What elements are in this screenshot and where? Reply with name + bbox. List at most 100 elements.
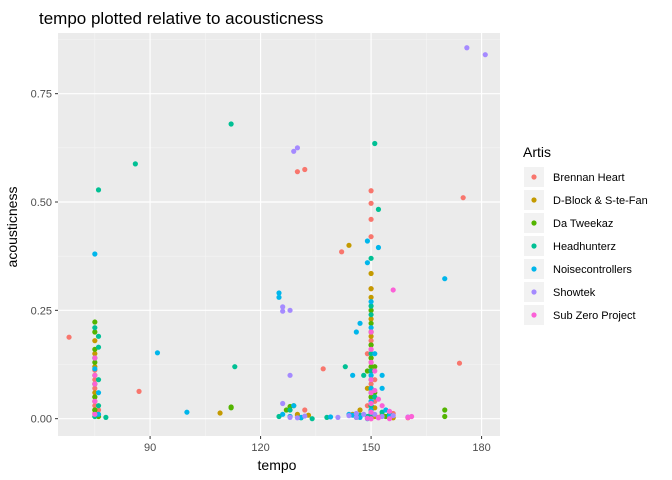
point-da-tweekaz — [368, 355, 374, 361]
point-headhunterz — [368, 312, 374, 318]
point-noisecontrollers — [368, 325, 374, 331]
point-da-tweekaz — [228, 405, 234, 411]
point-showtek — [287, 372, 293, 378]
point-headhunterz — [95, 333, 102, 339]
point-brennan-heart — [294, 169, 301, 175]
point-da-tweekaz — [92, 359, 98, 365]
y-axis-title: acousticness — [4, 187, 20, 268]
legend-key-dot — [531, 266, 537, 272]
x-tick-label: 90 — [144, 442, 156, 454]
minor-gridlines — [58, 33, 500, 436]
point-noisecontrollers — [95, 411, 102, 417]
point-headhunterz — [368, 303, 374, 309]
point-d-block-s-te-fan — [346, 242, 352, 248]
legend-label: Da Tweekaz — [553, 218, 613, 230]
point-brennan-heart — [302, 166, 308, 173]
point-d-block-s-te-fan — [92, 351, 98, 357]
point-headhunterz — [95, 344, 102, 350]
point-d-block-s-te-fan — [364, 385, 370, 391]
point-showtek — [287, 414, 293, 420]
point-noisecontrollers — [92, 251, 98, 257]
point-d-block-s-te-fan — [92, 390, 98, 396]
point-sub-zero-project — [368, 346, 374, 352]
point-showtek — [280, 400, 286, 407]
point-sub-zero-project — [92, 411, 98, 417]
legend-item-sub-zero-project: Sub Zero Project — [524, 305, 636, 325]
point-noisecontrollers — [372, 351, 378, 357]
point-noisecontrollers — [364, 238, 370, 244]
point-brennan-heart — [368, 188, 374, 194]
point-da-tweekaz — [368, 342, 374, 348]
point-sub-zero-project — [386, 408, 393, 414]
legend-item-showtek: Showtek — [524, 282, 596, 302]
point-headhunterz — [372, 140, 378, 147]
point-noisecontrollers — [327, 414, 334, 420]
point-d-block-s-te-fan — [368, 270, 374, 277]
point-brennan-heart — [372, 377, 378, 383]
point-da-tweekaz — [368, 394, 374, 400]
point-showtek — [353, 410, 359, 417]
point-d-block-s-te-fan — [217, 410, 223, 416]
point-headhunterz — [287, 407, 293, 413]
legend-item-da-tweekaz: Da Tweekaz — [524, 213, 613, 233]
point-showtek — [482, 52, 488, 58]
point-brennan-heart — [92, 377, 98, 383]
point-showtek — [280, 304, 286, 310]
x-tick-label: 150 — [362, 442, 380, 454]
x-tick-label: 120 — [251, 442, 269, 454]
point-sub-zero-project — [379, 403, 385, 409]
point-d-block-s-te-fan — [357, 407, 363, 413]
point-sub-zero-project — [375, 396, 382, 402]
point-headhunterz — [309, 416, 315, 422]
point-noisecontrollers — [364, 260, 370, 266]
point-da-tweekaz — [368, 307, 374, 313]
legend-item-brennan-heart: Brennan Heart — [524, 167, 625, 187]
point-headhunterz — [368, 255, 374, 261]
y-tick-label: 0.25 — [31, 305, 52, 317]
point-noisecontrollers — [379, 385, 385, 391]
point-brennan-heart — [92, 385, 98, 391]
point-headhunterz — [132, 161, 138, 167]
point-noisecontrollers — [357, 414, 363, 420]
legend-key-dot — [531, 197, 537, 203]
point-showtek — [294, 415, 301, 421]
point-sub-zero-project — [390, 287, 396, 293]
point-noisecontrollers — [357, 320, 363, 326]
point-noisecontrollers — [276, 290, 282, 296]
point-da-tweekaz — [92, 394, 98, 400]
point-sub-zero-project — [409, 413, 415, 420]
point-brennan-heart — [339, 249, 345, 255]
point-headhunterz — [361, 372, 367, 378]
point-brennan-heart — [368, 234, 374, 240]
point-sub-zero-project — [92, 355, 98, 361]
point-da-tweekaz — [442, 407, 448, 413]
point-sub-zero-project — [372, 368, 378, 374]
y-tick-label: 0.00 — [31, 414, 52, 426]
point-showtek — [287, 307, 293, 313]
legend-key-dot — [531, 312, 537, 318]
x-axis-title: tempo — [258, 457, 297, 473]
point-headhunterz — [368, 351, 374, 357]
point-headhunterz — [368, 368, 374, 374]
y-axis-ticks: 0.00 0.25 0.50 0.75 — [31, 89, 58, 426]
point-brennan-heart — [368, 381, 374, 387]
point-sub-zero-project — [372, 387, 378, 394]
x-axis-ticks: 90 120 150 180 — [144, 436, 491, 454]
point-sub-zero-project — [92, 398, 98, 404]
point-sub-zero-project — [364, 415, 370, 421]
point-sub-zero-project — [92, 372, 98, 378]
point-da-tweekaz — [92, 329, 98, 335]
point-sub-zero-project — [368, 359, 374, 365]
point-noisecontrollers — [280, 411, 286, 417]
point-d-block-s-te-fan — [368, 333, 374, 339]
point-noisecontrollers — [291, 403, 297, 409]
legend-item-d-block-s-te-fan: D-Block & S-te-Fan — [524, 190, 648, 210]
y-tick-label: 0.75 — [31, 89, 52, 101]
point-showtek — [346, 413, 352, 419]
point-noisecontrollers — [184, 409, 190, 415]
legend-label: Brennan Heart — [553, 172, 625, 184]
point-headhunterz — [92, 325, 98, 331]
legend: Artis Brennan Heart D-Block & S-te-Fan Da … — [523, 144, 648, 325]
point-brennan-heart — [320, 366, 326, 372]
